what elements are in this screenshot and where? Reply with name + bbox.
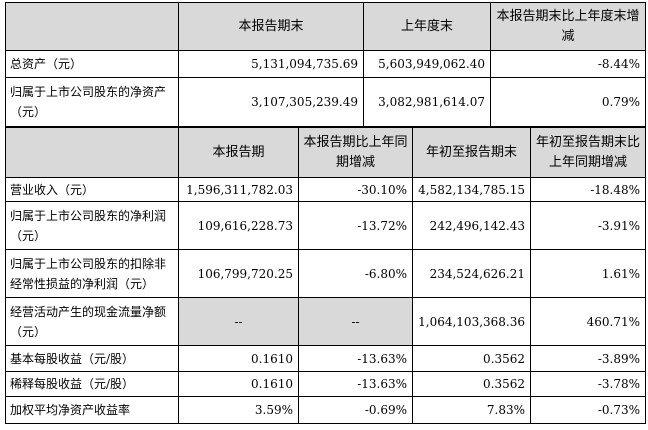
table-row: 归属于上市公司股东的净利润（元） 109,616,228.73 -13.72% 242… — [5, 201, 646, 250]
header-cell: 本报告期 — [178, 127, 299, 178]
header-cell — [5, 2, 179, 51]
header-row: 本报告期 本报告期比上年同期增减 年初至报告期末 年初至报告期末比上年同期增减 — [5, 127, 646, 178]
table-row: 经营活动产生的现金流量净额（元） -- -- 1,064,103,368.36 460.… — [5, 297, 646, 346]
cell: -3.78% — [530, 371, 646, 397]
header-cell: 本报告期比上年同期增减 — [298, 127, 413, 178]
cell: 109,616,228.73 — [178, 201, 299, 250]
row-label: 归属于上市公司股东的净资产（元） — [5, 77, 179, 127]
header-cell: 上年度末 — [363, 2, 491, 51]
cell: 1.61% — [530, 249, 646, 298]
cell: 0.3562 — [412, 345, 531, 372]
header-cell: 本报告期末 — [178, 2, 364, 51]
row-label: 营业收入（元） — [5, 177, 179, 202]
cell: -- — [178, 297, 299, 346]
header-cell: 年初至报告期末 — [412, 127, 531, 178]
row-label: 归属于上市公司股东的净利润（元） — [5, 201, 179, 250]
cell: -6.80% — [298, 249, 413, 298]
cell: 234,524,626.21 — [412, 249, 531, 298]
header-row: 本报告期末 上年度末 本报告期末比上年度末增减 — [5, 2, 646, 51]
row-label: 基本每股收益（元/股） — [5, 345, 179, 372]
row-label: 加权平均净资产收益率 — [5, 396, 179, 424]
cell: -18.48% — [530, 177, 646, 202]
cell: 106,799,720.25 — [178, 249, 299, 298]
cell: -13.72% — [298, 201, 413, 250]
row-label: 稀释每股收益（元/股） — [5, 371, 179, 397]
cell: 3.59% — [178, 396, 299, 424]
cell: -3.91% — [530, 201, 646, 250]
cell: 460.71% — [530, 297, 646, 346]
cell: 7.83% — [412, 396, 531, 424]
row-label: 经营活动产生的现金流量净额（元） — [5, 297, 179, 346]
balance-table: 本报告期末 上年度末 本报告期末比上年度末增减 总资产（元） 5,131,094,735… — [5, 2, 646, 127]
cell: 242,496,142.43 — [412, 201, 531, 250]
cell: -- — [298, 297, 413, 346]
cell: 4,582,134,785.15 — [412, 177, 531, 202]
cell: 3,107,305,239.49 — [178, 77, 364, 127]
cell: 1,064,103,368.36 — [412, 297, 531, 346]
row-label: 总资产（元） — [5, 50, 179, 78]
header-cell: 年初至报告期末比上年同期增减 — [530, 127, 646, 178]
table-row: 基本每股收益（元/股） 0.1610 -13.63% 0.3562 -3.89% — [5, 345, 646, 372]
income-table: 本报告期 本报告期比上年同期增减 年初至报告期末 年初至报告期末比上年同期增减 营业收入… — [5, 127, 646, 424]
cell: -13.63% — [298, 371, 413, 397]
table-row: 加权平均净资产收益率 3.59% -0.69% 7.83% -0.73% — [5, 396, 646, 424]
cell: -3.89% — [530, 345, 646, 372]
cell: -13.63% — [298, 345, 413, 372]
cell: -0.69% — [298, 396, 413, 424]
cell: 0.79% — [490, 77, 646, 127]
cell: 5,603,949,062.40 — [363, 50, 491, 78]
table-row: 归属于上市公司股东的扣除非经常性损益的净利润（元） 106,799,720.25-… — [5, 249, 646, 298]
table-row: 稀释每股收益（元/股） 0.1610 -13.63% 0.3562 -3.78% — [5, 371, 646, 397]
table-row: 归属于上市公司股东的净资产（元） 3,107,305,239.49 3,082,98… — [5, 77, 646, 127]
cell: 0.3562 — [412, 371, 531, 397]
table-row: 总资产（元） 5,131,094,735.69 5,603,949,062.40 -8… — [5, 50, 646, 78]
row-label: 归属于上市公司股东的扣除非经常性损益的净利润（元） — [5, 249, 179, 298]
cell: -0.73% — [530, 396, 646, 424]
cell: 0.1610 — [178, 371, 299, 397]
cell: 0.1610 — [178, 345, 299, 372]
table-row: 营业收入（元） 1,596,311,782.03 -30.10% 4,582,134,… — [5, 177, 646, 202]
cell: 3,082,981,614.07 — [363, 77, 491, 127]
cell: -8.44% — [490, 50, 646, 78]
cell: 5,131,094,735.69 — [178, 50, 364, 78]
header-cell: 本报告期末比上年度末增减 — [490, 2, 646, 51]
cell: -30.10% — [298, 177, 413, 202]
header-cell — [5, 127, 179, 178]
cell: 1,596,311,782.03 — [178, 177, 299, 202]
